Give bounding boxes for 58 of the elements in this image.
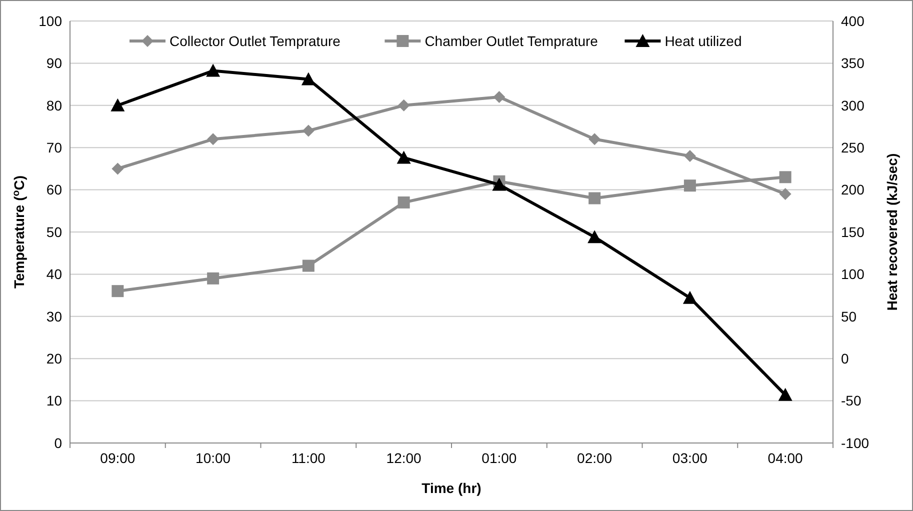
x-axis-title: Time (hr)	[422, 480, 482, 496]
y-tick-label: 80	[46, 97, 62, 114]
point	[398, 99, 410, 112]
point	[588, 133, 601, 146]
y2-tick-label: 150	[841, 224, 865, 240]
point	[684, 180, 696, 192]
y2-tick-label: -100	[841, 434, 870, 451]
point	[684, 150, 696, 162]
point	[112, 285, 124, 298]
y-tick-label: 50	[46, 224, 62, 240]
legend-label: Collector Outlet Temprature	[170, 32, 341, 49]
point	[112, 162, 124, 175]
y-tick-label: 30	[46, 308, 62, 324]
point	[302, 260, 314, 272]
point	[302, 124, 314, 137]
x-tick-label: 10:00	[196, 450, 231, 466]
point	[398, 196, 410, 208]
point	[493, 90, 506, 103]
y2-tick-label: 100	[841, 266, 865, 282]
y-tick-label: 10	[46, 392, 62, 409]
legend-label: Heat utilized	[664, 32, 742, 49]
point	[492, 178, 506, 191]
y2-tick-label: 350	[841, 55, 865, 72]
x-tick-label: 04:00	[768, 450, 804, 466]
point	[206, 64, 220, 77]
y2-tick-label: 250	[841, 140, 865, 156]
point	[588, 192, 601, 204]
y2-tick-label: 200	[841, 182, 865, 198]
y-tick-label: 90	[46, 55, 62, 72]
point	[110, 98, 125, 112]
point	[779, 171, 792, 184]
y2-tick-label: 0	[841, 350, 849, 366]
y-tick-label: 60	[46, 182, 62, 198]
x-tick-label: 09:00	[100, 450, 136, 466]
point	[396, 150, 411, 164]
point	[301, 72, 316, 86]
y-tick-label: 100	[38, 12, 62, 29]
y2-tick-label: -50	[841, 392, 862, 409]
point	[207, 133, 220, 146]
y2-tick-label: 50	[841, 308, 857, 324]
point	[778, 388, 792, 401]
x-tick-label: 03:00	[672, 450, 708, 466]
point	[588, 230, 602, 244]
x-tick-label: 11:00	[291, 450, 326, 466]
y2-axis-title: Heat recovered (kJ/sec)	[884, 153, 900, 311]
y-tick-label: 20	[46, 350, 62, 366]
x-tick-label: 02:00	[577, 450, 612, 466]
y2-tick-label: 400	[841, 12, 865, 29]
point	[779, 188, 792, 200]
point	[682, 290, 697, 304]
y-tick-label: 40	[46, 266, 62, 282]
legend-label: Chamber Outlet Temprature	[424, 32, 598, 49]
x-tick-label: 01:00	[482, 450, 517, 466]
y2-tick-label: 300	[841, 97, 865, 114]
y-tick-label: 70	[46, 140, 62, 156]
x-tick-label: 12:00	[386, 450, 422, 466]
point	[207, 272, 220, 284]
y-tick-label: 0	[54, 434, 62, 451]
